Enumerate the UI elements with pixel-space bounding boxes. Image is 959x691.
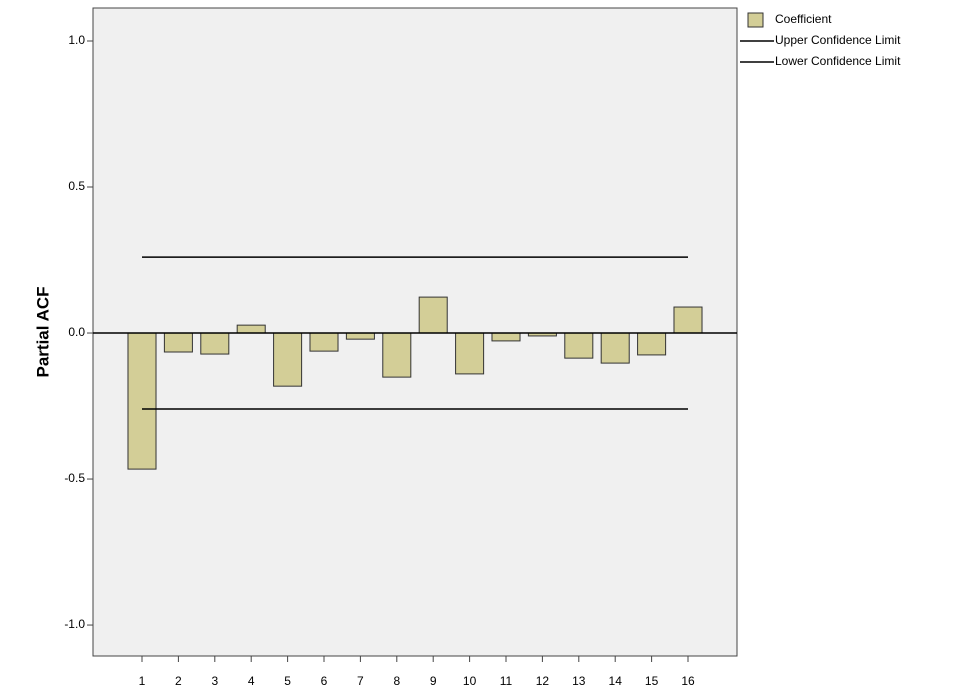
legend-label: Upper Confidence Limit	[775, 33, 901, 47]
bar	[345, 332, 375, 340]
x-tick-label: 15	[645, 674, 659, 688]
x-tick-label: 5	[284, 674, 291, 688]
bar	[637, 332, 667, 356]
bar	[273, 332, 303, 387]
x-tick-label: 16	[681, 674, 695, 688]
x-tick-label: 1	[139, 674, 146, 688]
x-tick-label: 11	[500, 674, 513, 688]
bar	[236, 324, 266, 334]
x-tick-label: 7	[357, 674, 364, 688]
x-tick-label: 6	[321, 674, 328, 688]
x-tick-label: 13	[572, 674, 586, 688]
bar	[200, 332, 230, 355]
bar	[600, 332, 630, 364]
y-tick-label: 0.5	[68, 179, 85, 193]
x-tick-label: 4	[248, 674, 255, 688]
x-tick-label: 14	[609, 674, 623, 688]
legend-swatch	[747, 12, 764, 28]
x-tick-label: 8	[393, 674, 400, 688]
bar	[127, 332, 157, 470]
x-tick-label: 2	[175, 674, 182, 688]
y-axis-title: Partial ACF	[33, 286, 52, 377]
bar	[491, 332, 521, 342]
bar	[418, 296, 448, 334]
bar	[673, 306, 703, 334]
legend-label: Coefficient	[775, 12, 832, 26]
y-tick-label: -0.5	[64, 471, 85, 485]
bar	[564, 332, 594, 359]
x-tick-label: 3	[211, 674, 218, 688]
y-tick-label: 0.0	[68, 325, 85, 339]
plot-area	[92, 7, 738, 657]
x-tick-label: 12	[536, 674, 550, 688]
y-tick-label: 1.0	[68, 33, 85, 47]
bar	[455, 332, 485, 375]
legend-label: Lower Confidence Limit	[775, 54, 901, 68]
x-tick-label: 9	[430, 674, 437, 688]
bar	[163, 332, 193, 353]
y-tick-label: -1.0	[64, 617, 85, 631]
bar	[382, 332, 412, 378]
x-tick-label: 10	[463, 674, 477, 688]
bar	[309, 332, 339, 352]
